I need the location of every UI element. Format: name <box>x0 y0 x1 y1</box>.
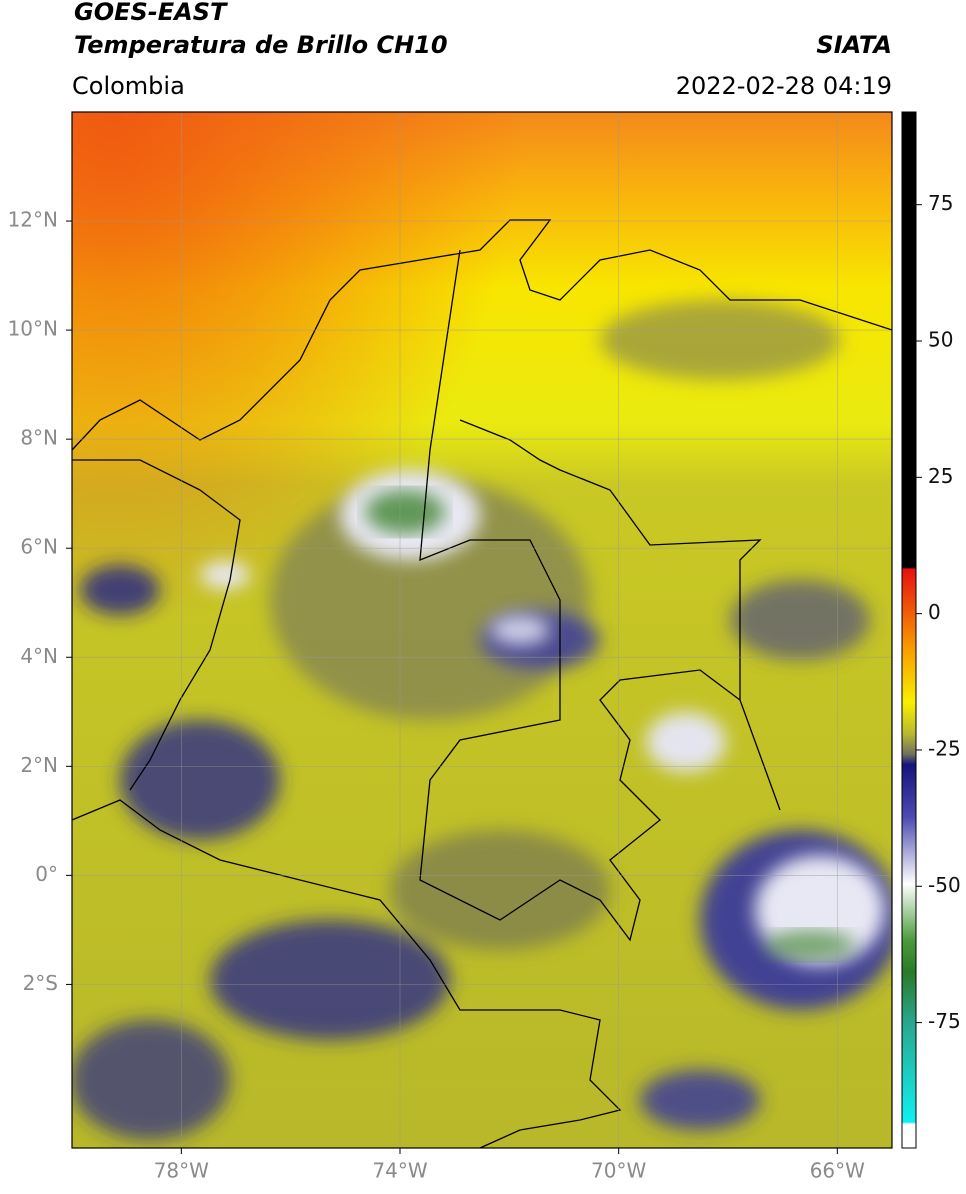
y-tick-label: 6°N <box>20 535 58 559</box>
y-tick-label: 8°N <box>20 426 58 450</box>
y-tick-label: 10°N <box>8 317 58 341</box>
subtitle: Temperatura de Brillo CH10 <box>74 31 448 59</box>
region: Colombia <box>72 72 185 100</box>
graticule <box>72 112 892 1148</box>
source: SIATA <box>816 31 892 59</box>
y-tick-label: 4°N <box>20 644 58 668</box>
colorbar-label: -75 <box>928 1009 961 1033</box>
colorbar-label: 25 <box>928 464 953 488</box>
x-tick-label: 70°W <box>591 1159 646 1183</box>
y-tick-label: 12°N <box>8 208 58 232</box>
x-tick-label: 78°W <box>154 1159 209 1183</box>
colorbar-label: -25 <box>928 736 961 760</box>
satellite-image <box>72 112 892 1148</box>
colorbar <box>901 111 917 1149</box>
x-tick-label: 66°W <box>810 1159 865 1183</box>
map-frame <box>71 111 893 1149</box>
y-tick-label: 0° <box>35 862 58 886</box>
y-tick-label: 2°N <box>20 753 58 777</box>
y-tick-label: 2°S <box>23 971 58 995</box>
datetime: 2022-02-28 04:19 <box>676 72 892 100</box>
colorbar-label: -50 <box>928 873 961 897</box>
colorbar-label: 50 <box>928 328 953 352</box>
x-tick-label: 74°W <box>372 1159 427 1183</box>
colorbar-label: 75 <box>928 191 953 215</box>
title: GOES-EAST <box>74 0 228 26</box>
colorbar-label: 0 <box>928 600 941 624</box>
